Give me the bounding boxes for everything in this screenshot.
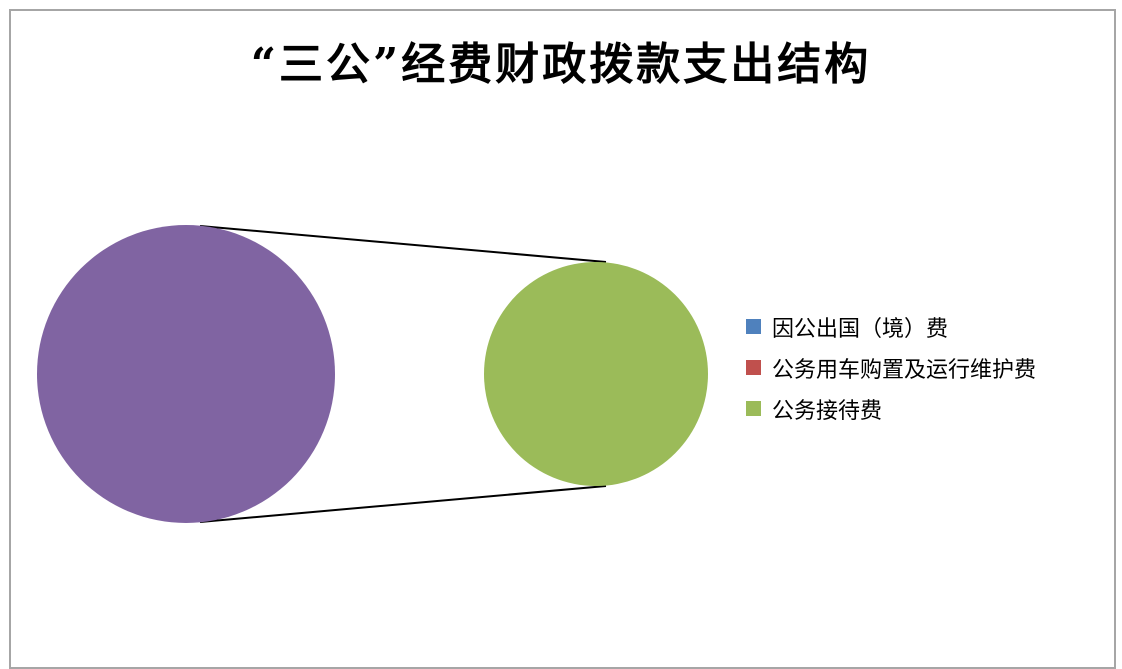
primary-pie [37,225,335,523]
legend-swatch-travel [746,319,761,334]
chart-legend: 因公出国（境）费 公务用车购置及运行维护费 公务接待费 [746,306,1036,429]
legend-swatch-vehicles [746,360,761,375]
connector-line-top [199,225,607,263]
legend-item-travel: 因公出国（境）费 [746,306,1036,347]
legend-swatch-reception [746,401,761,416]
legend-label-travel: 因公出国（境）费 [772,316,949,342]
connector-line-bottom [199,485,607,523]
legend-label-vehicles: 公务用车购置及运行维护费 [772,357,1037,383]
legend-item-reception: 公务接待费 [746,388,1036,429]
chart-title: “三公”经费财政拨款支出结构 [250,39,872,90]
pie-of-pie-plot [37,225,708,523]
legend-item-vehicles: 公务用车购置及运行维护费 [746,347,1036,388]
secondary-pie [484,262,708,486]
legend-label-reception: 公务接待费 [772,398,883,424]
